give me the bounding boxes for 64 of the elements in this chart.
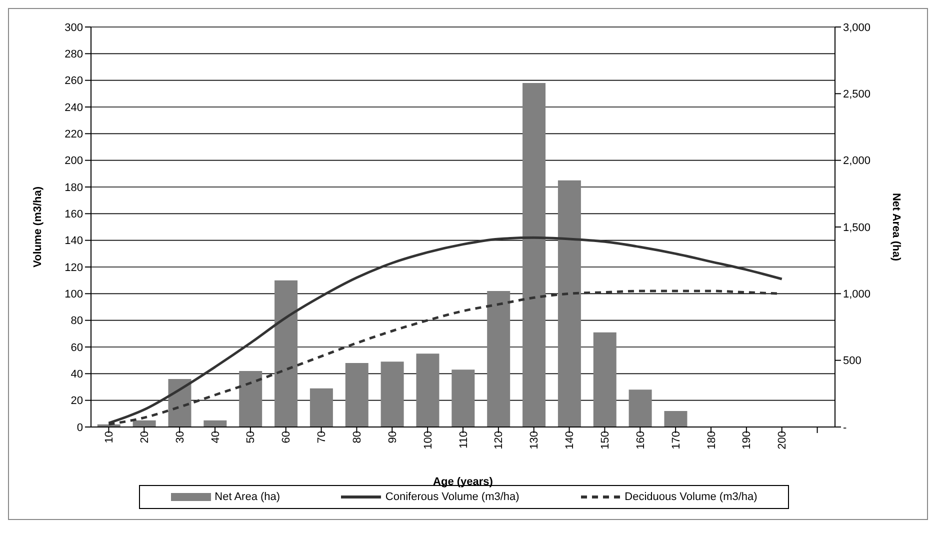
y-tick-label: 180: [64, 182, 83, 194]
y-tick-label: 120: [64, 262, 83, 274]
x-tick-label: 30: [174, 431, 186, 444]
y-tick-label: 60: [70, 342, 83, 354]
x-tick-label: 60: [280, 431, 293, 444]
x-tick-label: 10: [104, 431, 116, 444]
y-tick-label: 80: [70, 315, 83, 328]
y2-tick-label: 500: [843, 355, 862, 368]
y-tick-label: 40: [70, 368, 83, 381]
x-tick-label: 160: [634, 431, 647, 450]
y-tick-label: 200: [64, 155, 83, 168]
y-tick-label: 160: [64, 208, 83, 221]
legend-label: Coniferous Volume (m3/ha): [385, 491, 520, 503]
y-tick-label: 0: [76, 422, 83, 434]
y-tick-label: 300: [64, 22, 83, 34]
x-tick-label: 190: [741, 431, 754, 450]
y-tick-label: 20: [70, 395, 83, 408]
x-tick-label: 110: [458, 431, 470, 449]
x-tick-label: 100: [422, 431, 434, 450]
y2-tick-label: 2,000: [843, 155, 871, 168]
x-axis-title: Age (years): [433, 476, 494, 488]
bar: [416, 354, 440, 427]
x-tick-label: 20: [138, 431, 151, 444]
x-tick-label: 50: [245, 431, 258, 444]
x-tick-label: 40: [210, 431, 222, 444]
y-tick-label: 220: [64, 128, 83, 141]
y-tick-label: 240: [64, 102, 83, 114]
y-axis-title: Volume (m3/ha): [32, 186, 44, 268]
bar: [487, 291, 510, 427]
y2-axis-title: Net Area (ha): [890, 192, 902, 262]
bar: [558, 180, 581, 427]
x-tick-label: 120: [493, 431, 506, 450]
x-tick-label: 200: [776, 431, 789, 450]
bar: [274, 280, 298, 427]
y-tick-label: 280: [64, 48, 83, 61]
bar: [522, 83, 546, 427]
y-tick-label: 100: [64, 288, 83, 301]
x-tick-label: 70: [316, 431, 328, 444]
x-tick-label: 90: [386, 431, 399, 444]
x-tick-label: 170: [670, 431, 682, 450]
bar: [593, 332, 616, 427]
y-tick-label: 260: [64, 75, 83, 88]
bar: [628, 390, 652, 427]
bar: [310, 388, 333, 427]
bar: [345, 363, 368, 427]
x-tick-label: 180: [706, 431, 718, 450]
y2-tick-label: 1,000: [843, 288, 871, 301]
y2-tick-label: 1,500: [843, 222, 871, 234]
legend-label: Net Area (ha): [214, 491, 280, 503]
y-tick-label: 140: [64, 235, 83, 248]
x-tick-label: 130: [528, 431, 541, 450]
y2-tick-label: 2,500: [843, 88, 871, 101]
bar: [204, 420, 227, 427]
x-tick-label: 150: [600, 431, 612, 450]
y2-tick-label: -: [843, 422, 847, 434]
x-tick-label: 140: [564, 431, 576, 450]
bar: [664, 411, 688, 427]
legend-label: Deciduous Volume (m3/ha): [624, 491, 758, 503]
bar: [452, 370, 475, 427]
y2-tick-label: 3,000: [843, 22, 871, 34]
bar: [168, 379, 192, 427]
bar: [239, 371, 262, 427]
bar: [380, 362, 404, 427]
x-tick-label: 80: [352, 431, 364, 444]
